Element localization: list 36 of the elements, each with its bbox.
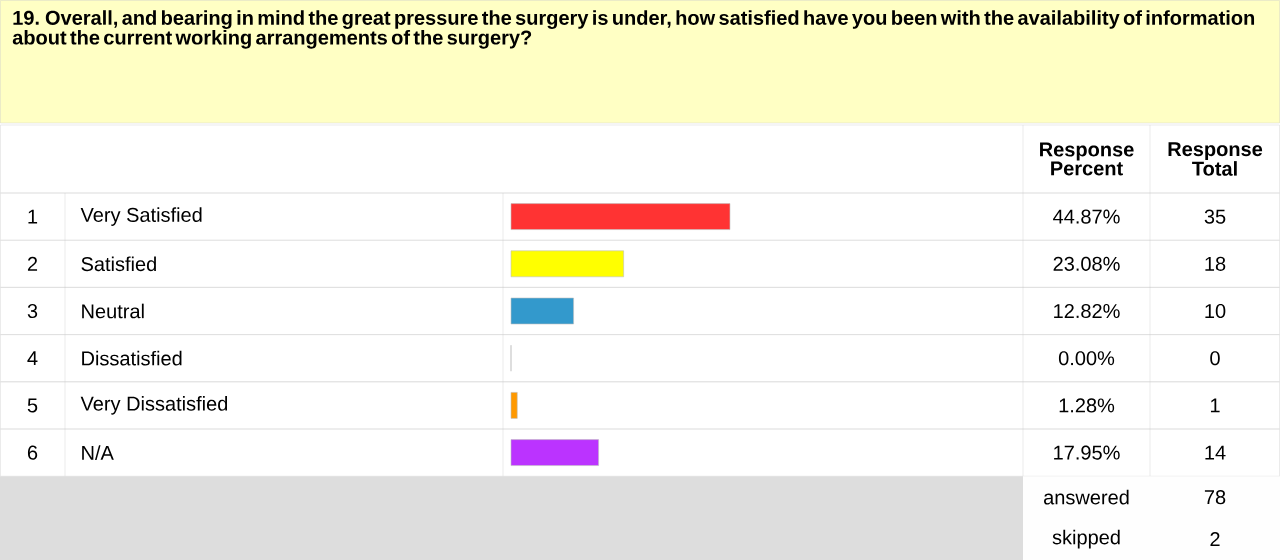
bar	[510, 392, 518, 419]
y-tick-label: Dissatisfied	[82, 350, 182, 366]
text: 78	[1204, 490, 1226, 505]
data-label: 12.82%	[1054, 303, 1120, 319]
bar	[510, 297, 574, 325]
text: 2	[27, 256, 38, 271]
y-tick-label: Neutral	[82, 303, 144, 319]
data-label: 23.08%	[1053, 256, 1120, 271]
bar	[510, 250, 624, 278]
text: 10	[1205, 303, 1226, 319]
text: 1	[1210, 398, 1220, 413]
data-label: 44.87%	[1053, 209, 1120, 224]
bar	[510, 439, 599, 466]
y-tick-label: Very Satisfied	[80, 207, 202, 226]
text: 35	[1204, 209, 1226, 224]
text: 5	[27, 398, 38, 413]
y-tick-label: Very Dissatisfied	[80, 396, 228, 415]
text: Response Total	[1168, 142, 1263, 176]
text: skipped	[1052, 529, 1120, 549]
text: answered	[1044, 489, 1129, 505]
chart-title: 19. Overall, and bearing in mind the great pressure the surgery is under, how satisfied have you been with the availability of information about the current working arrangements of the surgery?	[12, 10, 1255, 49]
text: 0	[1210, 351, 1220, 366]
text: 1	[28, 209, 38, 224]
y-tick-label: N/A	[82, 445, 114, 460]
data-label: 17.95%	[1054, 445, 1120, 460]
data-label: 1.28%	[1059, 398, 1115, 413]
text: 14	[1205, 445, 1226, 460]
text: 3	[27, 303, 38, 319]
text: 6	[27, 445, 38, 460]
text: Response Percent	[1040, 142, 1134, 176]
text: 18	[1205, 256, 1226, 271]
y-tick-label: Satisfied	[81, 256, 156, 272]
data-label: 0.00%	[1058, 351, 1115, 366]
text: 2	[1210, 532, 1220, 547]
text: 4	[27, 351, 38, 366]
bar	[510, 203, 731, 230]
